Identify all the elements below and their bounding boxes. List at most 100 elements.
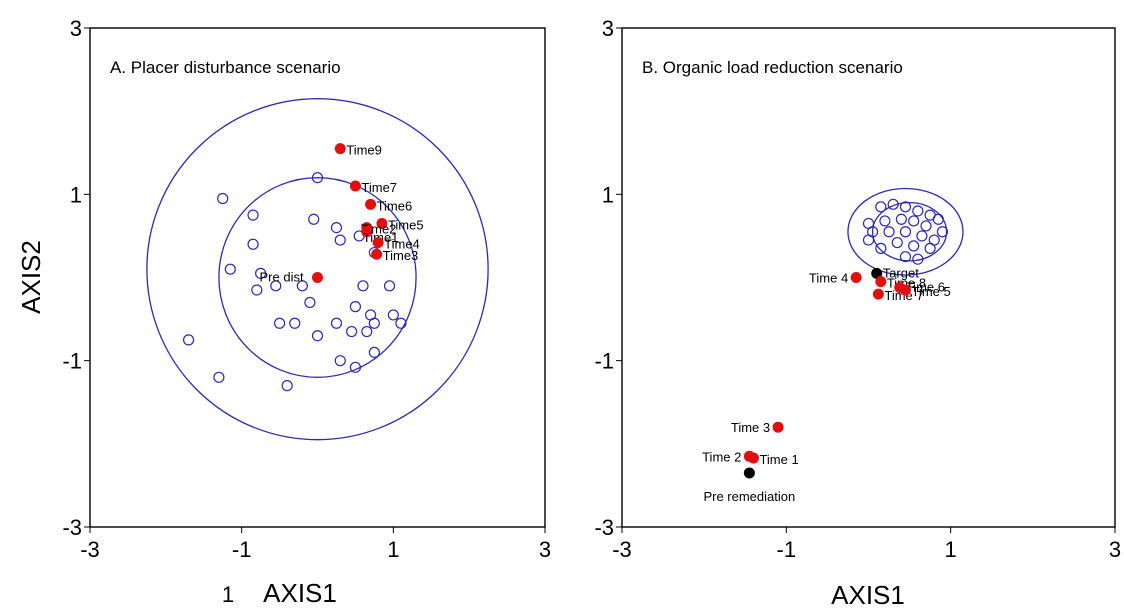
x-axis-title: AXIS1 xyxy=(263,578,337,608)
reference-site-point xyxy=(899,226,912,238)
test-site-point xyxy=(349,180,361,192)
reference-site-point xyxy=(273,317,286,329)
test-site-point xyxy=(871,267,883,279)
test-site-label: Time9 xyxy=(346,143,382,158)
reference-site-point xyxy=(395,317,407,329)
reference-site-point xyxy=(357,280,369,292)
y-tick-label: -1 xyxy=(594,349,614,374)
panel-b-organic-load-reduction: -3 -1 1 3 -3 -1 1 3 B. Organic load reduction sc… xyxy=(594,16,1121,610)
reference-site-point xyxy=(281,380,293,392)
reference-site-point xyxy=(899,251,912,263)
test-site-label: Time5 xyxy=(388,217,424,232)
test-site-point xyxy=(312,272,323,283)
test-site-point xyxy=(371,248,383,260)
y-tick-label: 1 xyxy=(70,182,82,207)
reference-site-point xyxy=(247,238,259,250)
reference-site-point xyxy=(368,346,380,358)
reference-site-point xyxy=(213,371,225,383)
reference-site-point xyxy=(912,205,924,217)
test-site-point xyxy=(334,143,346,155)
x-axis-title: AXIS1 xyxy=(831,580,905,610)
reference-site-point xyxy=(349,361,362,373)
y-tick-label: 1 xyxy=(602,182,614,207)
reference-site-point xyxy=(217,192,229,205)
reference-site-point xyxy=(875,242,887,254)
panel-title: B. Organic load reduction scenario xyxy=(642,58,903,77)
reference-site-point xyxy=(899,201,912,213)
test-site-point xyxy=(365,198,377,210)
test-site-label: Time3 xyxy=(383,248,419,263)
reference-site-point xyxy=(330,317,343,329)
reference-site-point xyxy=(936,226,949,238)
reference-site-point xyxy=(289,317,301,329)
test-site-label: Time6 xyxy=(377,198,413,213)
test-site-label: Time 5 xyxy=(911,284,950,299)
reference-site-point xyxy=(346,325,358,338)
reference-site-point xyxy=(349,301,362,313)
reference-site-point xyxy=(334,355,346,367)
reference-site-point xyxy=(383,280,396,292)
reference-site-point xyxy=(311,172,324,184)
test-site-point xyxy=(376,217,388,229)
test-site-label: Time 1 xyxy=(759,452,798,467)
panel-title: A. Placer disturbance scenario xyxy=(110,58,341,77)
test-site-label: Target xyxy=(883,265,920,280)
reference-site-point xyxy=(912,253,924,265)
stray-axis-label: 1 xyxy=(222,582,234,607)
test-site-label: Pre remediation xyxy=(703,489,795,504)
reference-site-point xyxy=(908,240,920,252)
test-site-label: Pre dist xyxy=(260,270,304,285)
reference-site-point xyxy=(182,334,195,346)
plot-frame xyxy=(89,27,546,528)
reference-site-point xyxy=(330,222,343,234)
x-tick-label: 1 xyxy=(387,537,399,562)
test-site-label: Time1 xyxy=(363,230,399,245)
test-site-point xyxy=(872,288,884,300)
reference-site-point xyxy=(361,325,373,338)
panel-a-placer-disturbance: -3 -1 1 3 -3 -1 1 3 A. Placer disturbance scenar… xyxy=(16,16,551,608)
reference-site-point xyxy=(296,280,308,292)
test-site-point xyxy=(875,276,887,288)
x-tick-label: 3 xyxy=(539,537,551,562)
reference-site-point xyxy=(895,213,907,225)
test-site-point xyxy=(743,467,755,479)
plot-frame xyxy=(621,27,1116,528)
confidence-ellipse-1 xyxy=(146,98,489,441)
reference-site-point xyxy=(304,296,316,309)
x-tick-label: 1 xyxy=(945,537,957,562)
test-site-label: Time 6 xyxy=(906,279,945,294)
reference-site-point xyxy=(862,234,875,246)
confidence-ellipse-2 xyxy=(871,201,948,262)
test-site-label: Time 3 xyxy=(731,420,770,435)
reference-site-point xyxy=(887,198,899,210)
y-tick-label: -3 xyxy=(62,515,82,540)
x-tick-label: -1 xyxy=(232,537,252,562)
x-tick-label: -3 xyxy=(80,537,100,562)
confidence-ellipse-2 xyxy=(218,177,417,378)
reference-site-point xyxy=(916,230,928,242)
test-site-point xyxy=(747,452,759,464)
reference-site-point xyxy=(224,263,236,275)
test-site-label: Time 2 xyxy=(702,449,741,464)
test-site-label: Time 7 xyxy=(884,288,923,303)
reference-site-point xyxy=(891,236,903,249)
test-site-point xyxy=(772,421,784,433)
x-tick-label: -1 xyxy=(777,537,797,562)
x-tick-label: 3 xyxy=(1109,537,1121,562)
reference-site-point xyxy=(932,213,944,225)
test-site-label: Time7 xyxy=(361,180,397,195)
test-site-label: Time4 xyxy=(384,237,420,252)
reference-site-point xyxy=(270,280,282,292)
reference-site-point xyxy=(883,226,895,238)
x-tick-label: -3 xyxy=(612,537,632,562)
test-site-point xyxy=(899,284,911,296)
reference-site-point xyxy=(920,220,932,232)
reference-site-point xyxy=(879,215,891,227)
test-site-point xyxy=(850,272,862,283)
reference-site-point xyxy=(908,215,920,227)
y-tick-label: -1 xyxy=(62,349,82,374)
reference-site-point xyxy=(308,213,320,225)
test-site-point xyxy=(372,237,384,249)
confidence-ellipse-1 xyxy=(847,187,964,276)
